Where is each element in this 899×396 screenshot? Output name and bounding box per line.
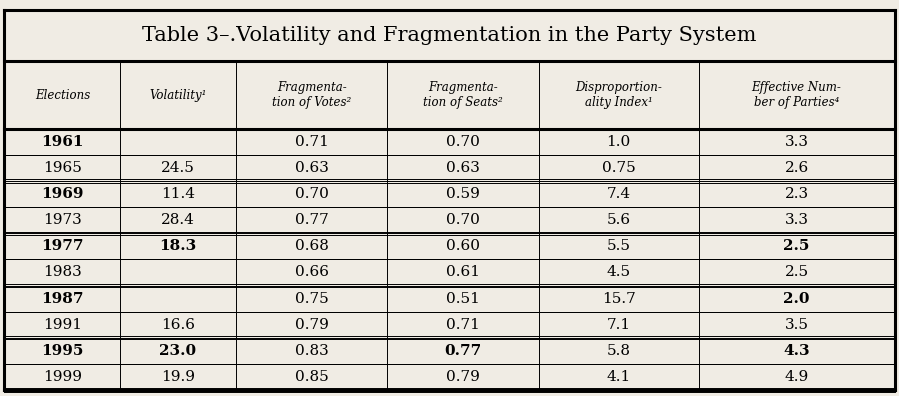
- Text: 2.6: 2.6: [785, 161, 809, 175]
- Text: 0.60: 0.60: [446, 239, 480, 253]
- Text: 0.51: 0.51: [446, 291, 480, 306]
- Text: 1999: 1999: [43, 370, 82, 384]
- Text: 28.4: 28.4: [161, 213, 195, 227]
- Text: 0.75: 0.75: [295, 291, 328, 306]
- Text: 0.71: 0.71: [295, 135, 328, 149]
- Text: 0.70: 0.70: [446, 213, 480, 227]
- Text: 0.68: 0.68: [295, 239, 328, 253]
- Text: 1995: 1995: [41, 344, 84, 358]
- Text: 2.5: 2.5: [783, 239, 810, 253]
- Text: 5.5: 5.5: [607, 239, 630, 253]
- Text: 2.3: 2.3: [785, 187, 809, 201]
- Text: 4.9: 4.9: [785, 370, 809, 384]
- Text: 5.6: 5.6: [607, 213, 631, 227]
- Text: 0.59: 0.59: [446, 187, 480, 201]
- Text: 1987: 1987: [41, 291, 84, 306]
- Text: 2.0: 2.0: [783, 291, 810, 306]
- Text: 1965: 1965: [43, 161, 82, 175]
- Text: 18.3: 18.3: [159, 239, 197, 253]
- Text: 1977: 1977: [41, 239, 84, 253]
- Text: 7.4: 7.4: [607, 187, 631, 201]
- Text: 1961: 1961: [41, 135, 84, 149]
- Text: 7.1: 7.1: [607, 318, 631, 332]
- Text: 15.7: 15.7: [601, 291, 636, 306]
- Text: 3.5: 3.5: [785, 318, 808, 332]
- Text: 2.5: 2.5: [785, 265, 809, 280]
- Text: 1969: 1969: [41, 187, 84, 201]
- Text: 3.3: 3.3: [785, 135, 808, 149]
- Text: 19.9: 19.9: [161, 370, 195, 384]
- Text: 0.63: 0.63: [295, 161, 328, 175]
- Text: Elections: Elections: [35, 89, 90, 101]
- Text: 1973: 1973: [43, 213, 82, 227]
- Text: Fragmenta-
tion of Seats²: Fragmenta- tion of Seats²: [423, 81, 503, 109]
- Text: 5.8: 5.8: [607, 344, 630, 358]
- Text: 24.5: 24.5: [161, 161, 195, 175]
- Text: 16.6: 16.6: [161, 318, 195, 332]
- Text: 0.75: 0.75: [601, 161, 636, 175]
- Text: Volatility¹: Volatility¹: [149, 89, 207, 101]
- Text: 0.77: 0.77: [444, 344, 482, 358]
- Text: 0.70: 0.70: [295, 187, 328, 201]
- Text: Effective Num-
ber of Parties⁴: Effective Num- ber of Parties⁴: [752, 81, 841, 109]
- Text: 0.77: 0.77: [295, 213, 328, 227]
- Text: 0.66: 0.66: [295, 265, 328, 280]
- Text: 1.0: 1.0: [607, 135, 631, 149]
- Text: 0.79: 0.79: [295, 318, 328, 332]
- Text: 4.3: 4.3: [783, 344, 810, 358]
- Text: Disproportion-
ality Index¹: Disproportion- ality Index¹: [575, 81, 662, 109]
- Text: 1983: 1983: [43, 265, 82, 280]
- Text: 3.3: 3.3: [785, 213, 808, 227]
- Text: 0.70: 0.70: [446, 135, 480, 149]
- Text: 11.4: 11.4: [161, 187, 195, 201]
- Text: 1991: 1991: [43, 318, 82, 332]
- Text: 0.79: 0.79: [446, 370, 480, 384]
- Text: 23.0: 23.0: [159, 344, 197, 358]
- Text: Table 3–.Volatility and Fragmentation in the Party System: Table 3–.Volatility and Fragmentation in…: [142, 26, 757, 45]
- Text: 0.61: 0.61: [446, 265, 480, 280]
- Text: 4.1: 4.1: [607, 370, 631, 384]
- Text: 0.85: 0.85: [295, 370, 328, 384]
- Text: 4.5: 4.5: [607, 265, 631, 280]
- Text: 0.83: 0.83: [295, 344, 328, 358]
- Text: 0.71: 0.71: [446, 318, 480, 332]
- Text: Fragmenta-
tion of Votes²: Fragmenta- tion of Votes²: [271, 81, 352, 109]
- Text: 0.63: 0.63: [446, 161, 480, 175]
